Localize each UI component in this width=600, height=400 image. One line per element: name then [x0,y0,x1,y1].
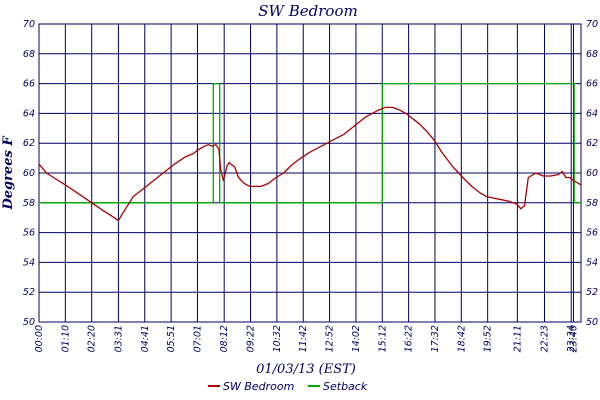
y-tick-label-right: 56 [586,228,598,239]
y-tick-label-right: 60 [586,168,598,179]
y-tick-label-left: 70 [23,19,35,30]
y-tick-label-left: 58 [23,198,35,209]
y-tick-label-left: 60 [23,168,35,179]
x-tick-label: 16:22 [404,325,415,352]
y-tick-label-right: 68 [586,49,598,60]
chart-title: SW Bedroom [258,2,357,20]
series-line-sw-bedroom [38,106,582,222]
y-tick-label-left: 56 [23,228,35,239]
x-tick-label: 17:32 [430,325,441,352]
x-tick-label: 14:02 [351,325,362,352]
y-axis-right: 50 52 54 56 58 60 62 64 66 68 70 [586,19,598,328]
x-tick-label: 04:41 [140,325,151,352]
y-axis-label: Degrees F [1,136,16,211]
x-tick-label: 08:12 [219,325,230,352]
x-tick-label: 18:42 [456,325,467,352]
y-tick-label-left: 64 [23,108,35,119]
y-tick-label-right: 58 [586,198,598,209]
y-tick-label-right: 50 [586,317,598,328]
y-tick-label-left: 50 [23,317,35,328]
y-tick-label-left: 54 [23,257,35,268]
y-tick-label-left: 62 [23,138,35,149]
x-tick-label: 12:52 [325,325,336,352]
x-tick-label: 10:32 [272,325,283,352]
x-tick-label: 21:11 [512,325,523,352]
series-layer [38,82,582,222]
x-tick-label: 19:52 [483,325,494,352]
x-tick-label: 23:40 [568,325,579,352]
series-line-setback [39,82,581,204]
x-tick-label: 07:01 [192,325,203,352]
x-tick-label: 23:34 [566,325,577,352]
x-tick-label: 00:00 [34,325,45,352]
x-tick-label: 22:23 [539,325,550,352]
legend: SW Bedroom Setback [208,380,368,393]
y-tick-label-right: 54 [586,257,598,268]
legend-label-sw-bedroom: SW Bedroom [223,380,294,393]
legend-label-setback: Setback [323,380,368,393]
y-tick-label-left: 66 [23,79,35,90]
y-tick-label-left: 68 [23,49,35,60]
x-axis-label: 01/03/13 (EST) [256,362,356,377]
x-tick-label: 11:42 [298,325,309,352]
x-tick-label: 02:20 [87,325,98,352]
x-tick-label: 05:51 [166,325,177,352]
x-tick-label: 01:10 [60,325,71,352]
y-tick-label-right: 70 [586,19,598,30]
x-tick-label: 15:12 [377,325,388,352]
x-tick-label: 09:22 [246,325,257,352]
x-axis: 00:00 01:10 02:20 03:31 04:41 05:51 07:01 08:12… [34,325,579,352]
y-tick-label-left: 52 [23,287,35,298]
x-tick-label: 03:31 [113,325,124,352]
y-tick-label-right: 62 [586,138,598,149]
y-tick-label-right: 64 [586,108,598,119]
y-tick-label-right: 66 [586,79,598,90]
y-tick-label-right: 52 [586,287,598,298]
plot-frame [38,23,582,323]
y-axis-left: 50 52 54 56 58 60 62 64 66 68 70 [23,19,35,328]
